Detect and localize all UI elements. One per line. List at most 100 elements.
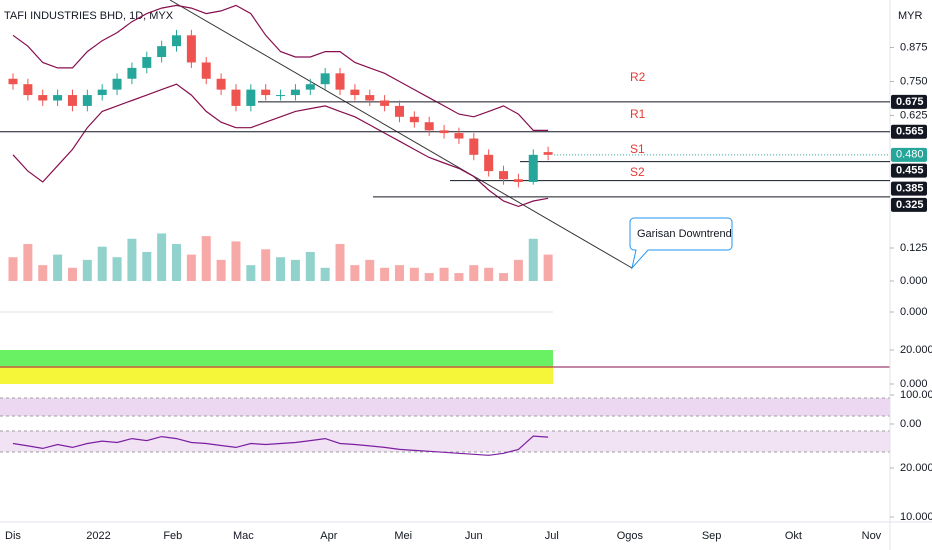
callout-text: Garisan Downtrend (637, 228, 732, 240)
candle-body (53, 95, 63, 101)
x-tick-label: 2022 (86, 530, 110, 542)
candle-body (409, 116, 419, 123)
candle-body (484, 154, 494, 172)
candle-body (276, 95, 286, 97)
volume-bar (112, 257, 122, 281)
level-label: 0.325 (896, 199, 924, 211)
volume-bar (142, 251, 152, 281)
candle-body (350, 89, 360, 96)
callout-box (629, 217, 733, 270)
last-price-label: 0.480 (896, 149, 924, 161)
level-label-bg (891, 124, 927, 139)
volume-bar (380, 267, 390, 281)
candle-body (127, 67, 137, 79)
candle-body (201, 62, 211, 79)
y-tick-label: 0.875 (900, 41, 928, 53)
volume-bar (365, 259, 375, 281)
candle-body (499, 171, 509, 180)
volume-bar (23, 244, 33, 281)
volume-bar (513, 259, 523, 281)
x-tick-label: Sep (702, 530, 722, 542)
volume-bar (484, 267, 494, 281)
stoch-band (0, 398, 890, 416)
candle-body (261, 89, 271, 96)
x-tick-label: Ogos (617, 530, 644, 542)
candle-body (365, 95, 375, 101)
candle-body (246, 89, 256, 106)
volume-bar (305, 251, 315, 281)
candle-body (82, 95, 92, 106)
candle-body (172, 35, 182, 47)
volume-tick-label: 0.125 (900, 242, 928, 254)
fractal-tick-label: 20.000 (900, 344, 932, 356)
candle-body (424, 122, 434, 131)
last-price-bg (891, 147, 927, 162)
level-annotation: S1 (630, 142, 645, 156)
candle-body (335, 73, 345, 90)
level-annotation: S2 (630, 165, 645, 179)
volume-bar (454, 273, 464, 281)
x-tick-label: Feb (163, 530, 182, 542)
level-annotation: R2 (630, 70, 646, 84)
level-annotation: R1 (630, 107, 646, 121)
x-tick-label: Mei (394, 530, 412, 542)
y-tick-label: 0.750 (900, 75, 928, 87)
level-label: 0.455 (896, 165, 924, 177)
volume-bar (335, 244, 345, 281)
x-tick-label: Apr (320, 530, 337, 542)
candle-body (394, 105, 404, 117)
candle-body (231, 89, 241, 106)
rsi-line (12, 435, 549, 456)
candle-body (38, 95, 48, 101)
volume-bar (231, 241, 241, 281)
volume-bar (97, 246, 107, 281)
volume-bar (38, 265, 48, 281)
stoch-tick-label: 0.00 (900, 418, 921, 430)
candle-body (439, 130, 449, 134)
level-label: 0.565 (896, 126, 924, 138)
volume-bar (157, 233, 167, 281)
candle-body (186, 35, 196, 63)
candle-body (97, 89, 107, 96)
volume-bar (350, 265, 360, 281)
candle-body (142, 57, 152, 68)
level-label-bg (891, 181, 927, 196)
candle-body (380, 100, 390, 106)
volume-bar (53, 254, 63, 281)
volume-bar (186, 254, 196, 281)
volume-bar (246, 265, 256, 281)
volume-bar (127, 238, 137, 281)
level-label-bg (891, 197, 927, 212)
x-tick-label: Okt (785, 530, 802, 542)
level-label-bg (891, 163, 927, 178)
band-lower (12, 83, 549, 208)
candle-body (216, 78, 226, 90)
candle-body (528, 154, 538, 182)
volume-bar (439, 267, 449, 281)
volume-bar (424, 273, 434, 281)
volume-bar (543, 254, 553, 281)
candle-body (112, 78, 122, 90)
level-label: 0.385 (896, 183, 924, 195)
x-tick-label: Mac (233, 530, 254, 542)
volume-bar (201, 236, 211, 281)
volume-bar (469, 265, 479, 281)
downtrend-line (169, 0, 633, 269)
fractal-band-upper (0, 350, 553, 366)
x-tick-label: Nov (862, 530, 882, 542)
level-label: 0.675 (896, 96, 924, 108)
volume-bar (82, 259, 92, 281)
candle-body (513, 179, 523, 182)
macd-tick-label: 0.000 (900, 306, 928, 318)
volume-bar (394, 265, 404, 281)
candle-body (8, 78, 18, 85)
band-upper (12, 4, 549, 131)
volume-bar (499, 273, 509, 281)
y-tick-label: 0.625 (900, 109, 928, 121)
currency: MYR (898, 10, 923, 22)
candle-body (543, 152, 553, 155)
volume-bar (261, 249, 271, 281)
volume-bar (528, 238, 538, 281)
